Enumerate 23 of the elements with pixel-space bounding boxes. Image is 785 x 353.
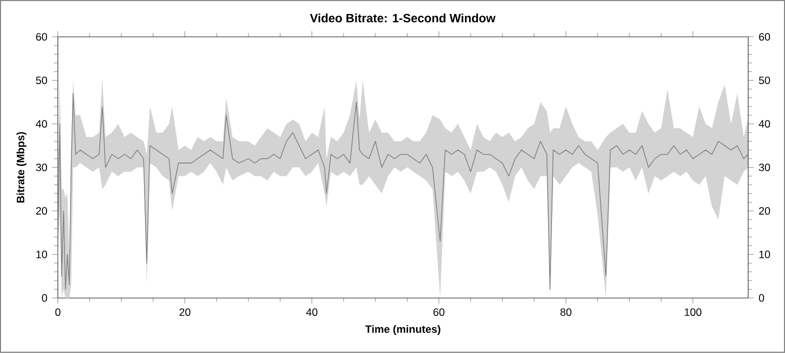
y-tick-label: 50 <box>36 76 48 84</box>
x-tick-label: 60 <box>434 308 444 316</box>
x-tick-label: 0 <box>55 308 60 316</box>
y2-tick-label: 60 <box>759 33 770 41</box>
y-tick-label: 0 <box>42 294 48 302</box>
y2-tick-label: 30 <box>758 164 770 172</box>
y2-tick-label: 40 <box>758 120 770 128</box>
x-tick-label: 40 <box>306 308 318 316</box>
chart-title: Video Bitrate: 1-Second Window <box>310 14 496 22</box>
x-axis-title: Time (minutes) <box>365 325 440 336</box>
y2-tick-label: 10 <box>759 250 770 258</box>
y-tick-label: 10 <box>36 250 48 258</box>
x-tick-label: 80 <box>560 308 572 316</box>
y-tick-label: 30 <box>36 164 48 172</box>
y-axis-title: Bitrate (Mbps) <box>16 132 26 203</box>
x-tick-label: 20 <box>179 308 190 316</box>
y2-tick-label: 50 <box>758 76 770 84</box>
y2-tick-label: 0 <box>758 294 764 302</box>
y-tick-label: 60 <box>36 33 48 41</box>
x-tick-label: 100 <box>684 308 702 316</box>
y-tick-label: 40 <box>36 120 48 128</box>
y2-tick-label: 20 <box>759 207 770 215</box>
y-tick-label: 20 <box>36 207 48 215</box>
